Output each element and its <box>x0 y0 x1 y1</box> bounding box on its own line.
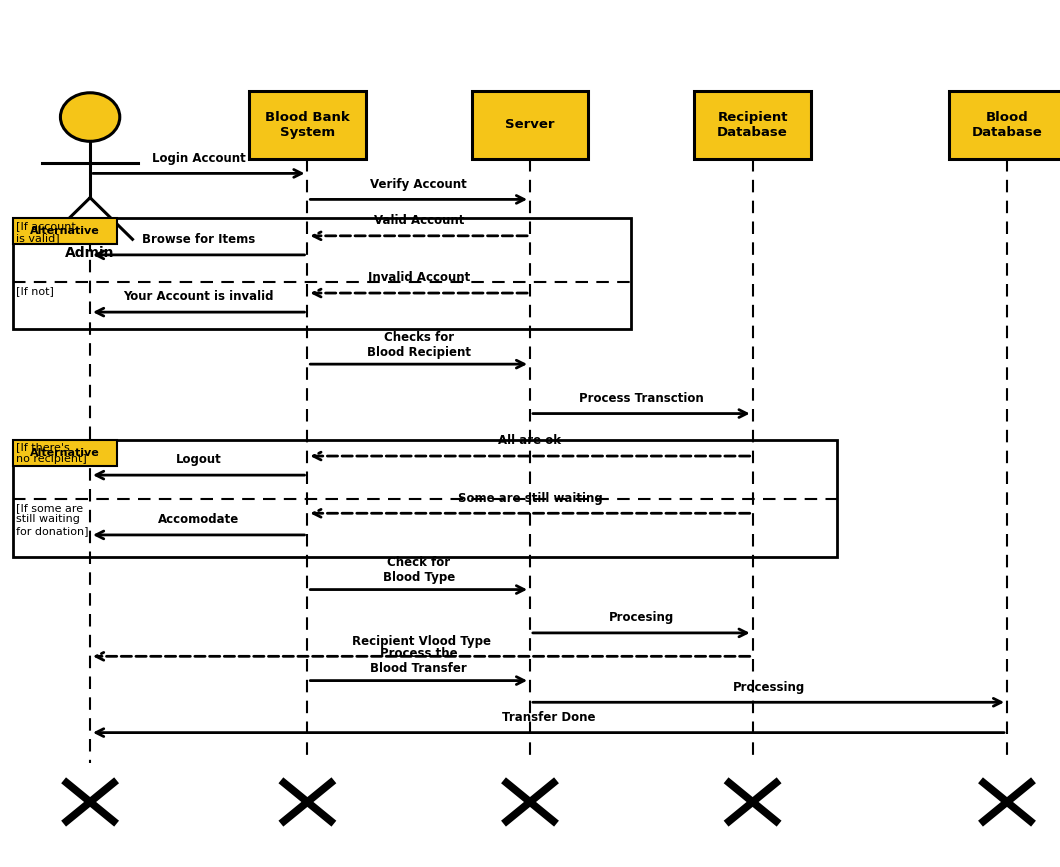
Text: Check for
Blood Type: Check for Blood Type <box>383 557 455 584</box>
Text: Login Account: Login Account <box>152 152 246 165</box>
Text: Your Account is invalid: Your Account is invalid <box>124 290 273 303</box>
Text: Logout: Logout <box>176 453 222 466</box>
Text: Blood Bank
System: Blood Bank System <box>265 111 350 139</box>
Text: Blood
Database: Blood Database <box>972 111 1042 139</box>
Bar <box>13 218 117 244</box>
Bar <box>13 440 837 557</box>
Bar <box>472 91 588 159</box>
Circle shape <box>60 93 120 141</box>
Text: Recipient
Database: Recipient Database <box>718 111 788 139</box>
Text: Processing: Processing <box>732 681 805 694</box>
Text: Admin: Admin <box>66 246 114 260</box>
Text: Accomodate: Accomodate <box>158 513 240 526</box>
Text: Checks for
Blood Recipient: Checks for Blood Recipient <box>367 331 471 359</box>
Text: Invalid Account: Invalid Account <box>368 271 470 284</box>
Text: Some are still waiting: Some are still waiting <box>458 492 602 505</box>
Bar <box>249 91 366 159</box>
Text: Transfer Done: Transfer Done <box>501 711 596 724</box>
Text: [If account
is valid]: [If account is valid] <box>16 221 75 243</box>
Text: Browse for Items: Browse for Items <box>142 233 255 246</box>
Bar <box>13 440 117 466</box>
Text: Procesing: Procesing <box>608 611 674 624</box>
Text: Valid Account: Valid Account <box>373 214 464 227</box>
Text: [If some are
still waiting
for donation]: [If some are still waiting for donation] <box>16 503 88 536</box>
Text: [If not]: [If not] <box>16 286 54 297</box>
Text: Alternative: Alternative <box>30 447 100 458</box>
Bar <box>694 91 811 159</box>
Text: Server: Server <box>506 119 554 131</box>
Bar <box>13 218 631 329</box>
Text: Process the
Blood Transfer: Process the Blood Transfer <box>370 648 467 675</box>
Text: Process Transction: Process Transction <box>579 392 704 405</box>
Text: [If there's
no recipient]: [If there's no recipient] <box>16 442 87 464</box>
Bar <box>949 91 1060 159</box>
Text: All are ok: All are ok <box>498 434 562 447</box>
Text: Alternative: Alternative <box>30 226 100 237</box>
Text: Verify Account: Verify Account <box>370 178 467 191</box>
Text: Recipient Vlood Type: Recipient Vlood Type <box>352 635 491 648</box>
